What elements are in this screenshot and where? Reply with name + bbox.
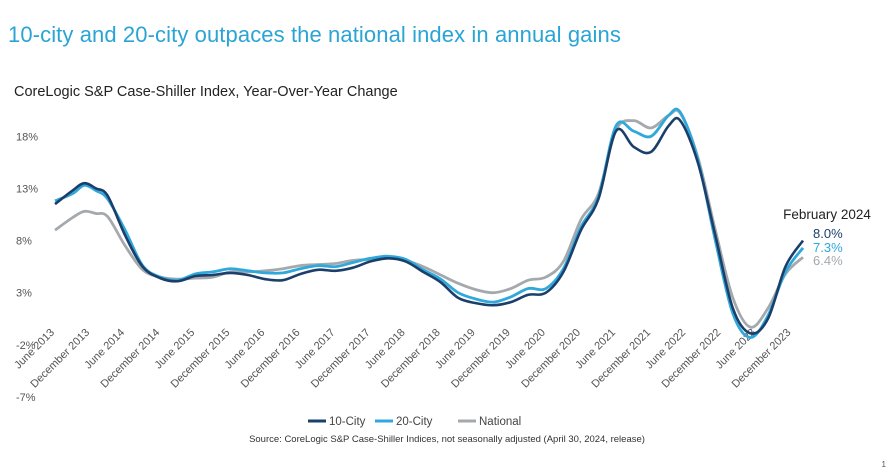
- y-tick-label: 3%: [16, 288, 32, 300]
- page-number: 1: [881, 460, 886, 469]
- page-headline: 10-city and 20-city outpaces the nationa…: [8, 22, 621, 47]
- y-tick-label: 13%: [16, 183, 38, 195]
- annotation-title: February 2024: [783, 207, 871, 222]
- annotation-value: 7.3%: [813, 240, 843, 255]
- y-tick-label: 18%: [16, 131, 38, 143]
- y-tick-label: -7%: [16, 392, 36, 404]
- chart-title: CoreLogic S&P Case-Shiller Index, Year-O…: [14, 84, 398, 100]
- chart-source: Source: CoreLogic S&P Case-Shiller Indic…: [249, 434, 645, 445]
- y-tick-label: 8%: [16, 236, 32, 248]
- annotation-value: 8.0%: [813, 226, 843, 241]
- legend-label: 20-City: [396, 416, 433, 428]
- legend-label: National: [479, 416, 521, 428]
- series-lines: [54, 107, 805, 339]
- chart-legend: 10-City 20-City National: [308, 416, 521, 428]
- series-line-10-city: [54, 116, 805, 336]
- y-axis-ticks: 18% 13% 8% 3% -2% -7%: [16, 131, 38, 404]
- legend-label: 10-City: [329, 416, 366, 428]
- latest-value-annotation: February 2024 8.0%7.3%6.4%: [783, 207, 871, 268]
- y-tick-label: -2%: [16, 340, 36, 352]
- annotation-value: 6.4%: [813, 253, 843, 268]
